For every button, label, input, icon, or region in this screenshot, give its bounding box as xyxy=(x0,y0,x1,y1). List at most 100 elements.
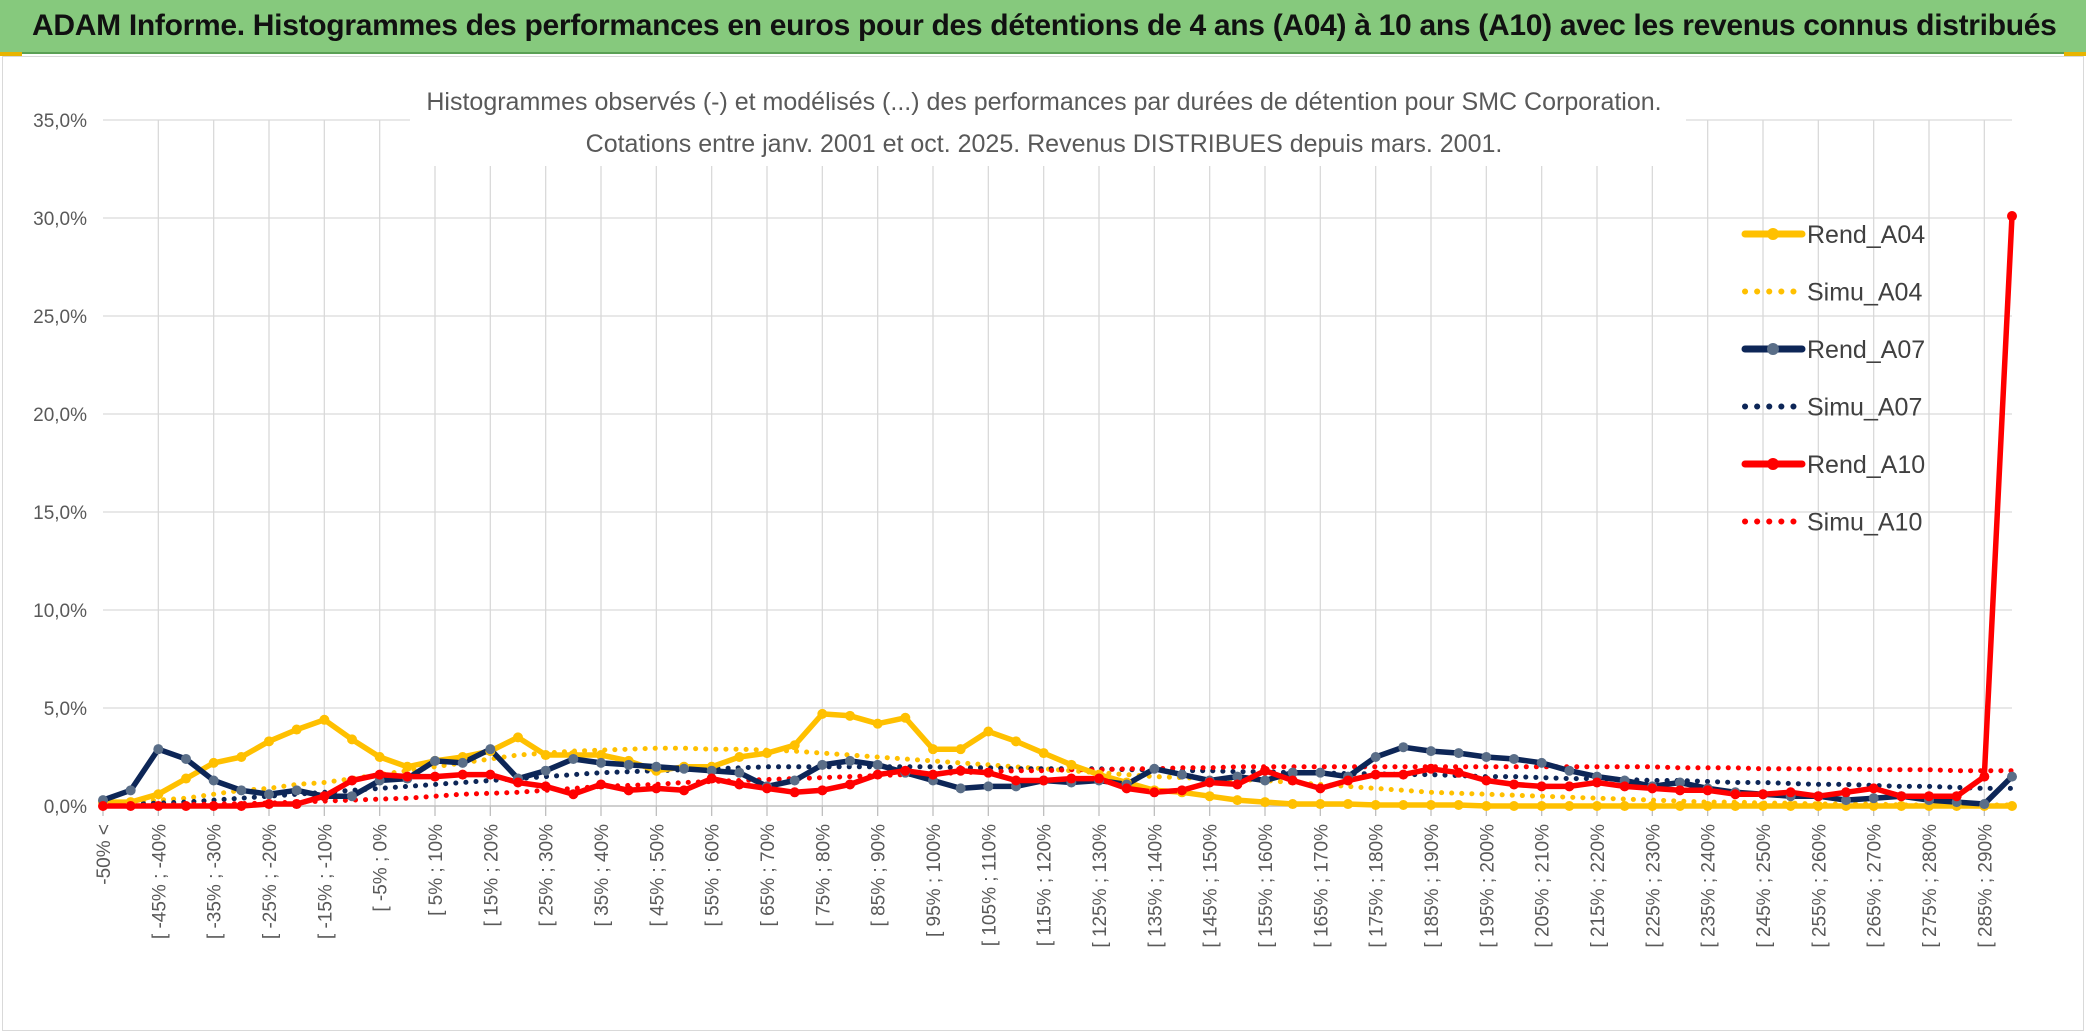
data-point-rend-a07 xyxy=(181,753,191,764)
data-point-rend-a07 xyxy=(1536,757,1547,768)
x-tick-label: [ 25% ; 30% xyxy=(537,824,558,927)
data-point-rend-a10 xyxy=(1841,787,1851,798)
x-tick-label: [ 85% ; 90% xyxy=(869,824,890,927)
data-point-rend-a10 xyxy=(2007,211,2017,222)
data-point-rend-a10 xyxy=(1702,785,1713,796)
data-point-rend-a10 xyxy=(1730,789,1741,800)
data-point-rend-a04 xyxy=(817,708,828,719)
data-point-rend-a07 xyxy=(2007,771,2017,782)
series-line-simu-a07 xyxy=(100,764,2015,808)
series-line-simu-a04 xyxy=(100,745,2015,808)
y-tick-label: 10,0% xyxy=(33,601,87,622)
data-point-rend-a04 xyxy=(1509,801,1519,811)
data-point-rend-a10 xyxy=(872,769,883,780)
data-point-rend-a04 xyxy=(1592,801,1602,811)
data-point-rend-a04 xyxy=(1011,736,1021,747)
x-tick-label: [ 135% ; 140% xyxy=(1145,824,1166,948)
corner-accent-right xyxy=(2064,52,2086,56)
x-tick-label: [ 225% ; 230% xyxy=(1643,824,1664,948)
y-tick-label: 25,0% xyxy=(33,307,87,328)
x-tick-label: [ 105% ; 110% xyxy=(979,824,1000,946)
data-point-rend-a10 xyxy=(1121,783,1132,794)
series-line-rend-a04 xyxy=(100,711,2015,809)
data-point-rend-a04 xyxy=(955,744,966,755)
axes: 0,0% 5,0% 10,0% 15,0% 20,0% 25,0% 30,0% 35,0% -5… xyxy=(33,111,2012,948)
data-point-rend-a04 xyxy=(1730,801,1741,811)
data-point-rend-a07 xyxy=(1979,799,1990,810)
x-tick-label: [ 165% ; 170% xyxy=(1311,824,1332,948)
legend-label-simu-a10: Simu_A10 xyxy=(1807,509,1922,537)
data-point-rend-a07 xyxy=(955,783,966,794)
data-point-rend-a07 xyxy=(1426,746,1436,757)
x-tick-label: [ 215% ; 220% xyxy=(1588,824,1609,948)
data-point-rend-a04 xyxy=(872,718,883,729)
data-point-rend-a04 xyxy=(1647,801,1658,811)
chart-frame xyxy=(2,56,2084,1031)
series-line-rend-a10 xyxy=(100,213,2015,809)
data-point-rend-a10 xyxy=(651,783,662,794)
y-tick-label: 0,0% xyxy=(44,797,87,818)
data-point-rend-a10 xyxy=(98,801,108,811)
data-point-rend-a04 xyxy=(1481,801,1492,811)
x-tick-label: [ 55% ; 60% xyxy=(703,824,724,927)
data-point-rend-a07 xyxy=(1315,767,1326,778)
x-tick-label: [ -15% ; -10% xyxy=(315,824,336,939)
data-point-rend-a04 xyxy=(1564,801,1575,811)
report-header: ADAM Informe. Histogrammes des performan… xyxy=(0,0,2086,54)
x-tick-label: [ 285% ; 290% xyxy=(1975,824,1996,948)
data-point-rend-a07 xyxy=(1232,771,1243,782)
legend: Rend_A04 Simu_A04 Rend_A07 Simu_A07 Rend_A10… xyxy=(1741,221,1925,537)
data-point-rend-a10 xyxy=(1038,775,1049,786)
title-background xyxy=(410,76,1686,166)
x-tick-label: -50% < xyxy=(94,824,115,885)
series-layer xyxy=(98,211,2017,811)
data-point-rend-a10 xyxy=(845,779,855,790)
data-point-rend-a10 xyxy=(1370,769,1381,780)
data-point-rend-a10 xyxy=(1647,783,1658,794)
data-point-rend-a10 xyxy=(208,801,219,811)
data-point-rend-a04 xyxy=(1343,799,1353,810)
data-point-rend-a07 xyxy=(236,785,247,796)
data-point-rend-a10 xyxy=(1896,791,1907,802)
data-point-rend-a04 xyxy=(1702,801,1713,811)
chart-title: Histogrammes observés (-) et modélisés (… xyxy=(426,88,1661,116)
data-point-rend-a04 xyxy=(762,748,772,759)
data-point-rend-a07 xyxy=(623,759,634,770)
data-point-rend-a04 xyxy=(236,752,247,762)
x-tick-label: [ 255% ; 260% xyxy=(1809,824,1830,948)
data-point-rend-a10 xyxy=(679,785,689,796)
data-point-rend-a07 xyxy=(540,765,551,776)
data-point-rend-a04 xyxy=(1204,791,1215,802)
x-tick-label: [ 5% ; 10% xyxy=(426,824,447,916)
data-point-rend-a07 xyxy=(1370,752,1381,762)
data-point-rend-a10 xyxy=(1094,773,1104,784)
data-point-rend-a10 xyxy=(706,773,717,784)
corner-accent-left xyxy=(0,52,22,56)
data-point-rend-a10 xyxy=(374,769,385,780)
data-point-rend-a10 xyxy=(568,789,579,800)
data-point-rend-a04 xyxy=(1896,801,1907,811)
data-point-rend-a10 xyxy=(928,769,938,780)
data-point-rend-a04 xyxy=(374,752,385,762)
data-point-rend-a04 xyxy=(1785,801,1796,811)
data-point-rend-a04 xyxy=(1813,801,1824,811)
data-point-rend-a10 xyxy=(789,787,800,798)
data-point-rend-a07 xyxy=(734,767,745,778)
data-point-rend-a10 xyxy=(1426,763,1436,774)
data-point-rend-a10 xyxy=(181,801,191,811)
data-point-rend-a10 xyxy=(1149,787,1160,798)
data-point-rend-a07 xyxy=(125,785,136,796)
data-point-rend-a04 xyxy=(596,750,606,761)
data-point-rend-a10 xyxy=(1592,777,1602,788)
data-point-rend-a07 xyxy=(1287,767,1298,778)
data-point-rend-a10 xyxy=(1924,791,1934,802)
data-point-rend-a10 xyxy=(1564,781,1575,792)
data-point-rend-a07 xyxy=(1177,769,1187,780)
data-point-rend-a04 xyxy=(1868,801,1879,811)
data-point-rend-a07 xyxy=(457,757,468,768)
x-tick-label: [ 75% ; 80% xyxy=(813,824,834,927)
data-point-rend-a04 xyxy=(513,732,523,743)
data-point-rend-a10 xyxy=(1260,765,1270,776)
x-tick-label: [ 125% ; 130% xyxy=(1090,824,1111,948)
data-point-rend-a04 xyxy=(1675,801,1685,811)
